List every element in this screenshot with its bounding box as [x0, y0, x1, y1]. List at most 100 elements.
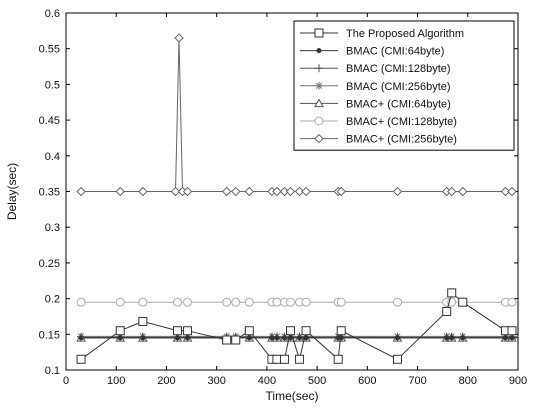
data-point [222, 335, 232, 345]
x-tick-label: 500 [308, 375, 326, 387]
data-point [281, 335, 287, 341]
data-point [502, 335, 508, 341]
legend-label: BMAC+ (CMI:256byte) [346, 134, 457, 146]
data-point [272, 297, 282, 307]
data-point [507, 326, 517, 336]
data-point [138, 297, 148, 307]
legend-marker [314, 28, 324, 38]
legend-marker [314, 133, 324, 144]
legend-item: BMAC+ (CMI:128byte) [300, 116, 457, 128]
data-point [115, 186, 125, 197]
data-point [172, 326, 182, 336]
series-layer [76, 33, 518, 364]
data-point [336, 326, 346, 336]
data-point [269, 335, 275, 341]
legend: The Proposed Algorithm BMAC (CMI:64byte) B… [293, 20, 515, 151]
data-point [115, 297, 125, 307]
legend-marker [314, 98, 324, 108]
legend-item: BMAC (CMI:256byte) [300, 81, 451, 93]
data-point [78, 335, 84, 341]
data-point [442, 306, 452, 316]
y-tick-label: 0.25 [39, 258, 60, 270]
data-point [117, 335, 123, 341]
data-point [285, 297, 295, 307]
data-point [183, 326, 193, 336]
legend-label: The Proposed Algorithm [346, 28, 464, 40]
data-point [222, 297, 232, 307]
legend-item: BMAC (CMI:64byte) [300, 46, 444, 58]
y-tick-label: 0.1 [45, 365, 60, 377]
data-point [244, 326, 254, 336]
data-point [172, 297, 182, 307]
y-axis-label: Delay(sec) [5, 163, 19, 220]
data-point [507, 186, 517, 197]
legend-item: The Proposed Algorithm [300, 28, 464, 40]
series-1 [78, 335, 518, 341]
data-point [500, 186, 511, 197]
legend-label: BMAC (CMI:128byte) [346, 63, 451, 75]
data-point [458, 297, 468, 307]
data-point [458, 186, 468, 197]
legend-label: BMAC+ (CMI:128byte) [346, 116, 457, 128]
data-point [244, 297, 254, 307]
data-point [231, 186, 241, 197]
data-point [272, 186, 282, 197]
data-point [115, 326, 125, 336]
x-tick-label: 200 [157, 375, 175, 387]
data-point [301, 186, 311, 197]
y-tick-label: 0.15 [39, 329, 60, 341]
x-tick-label: 900 [509, 375, 527, 387]
data-point [138, 316, 148, 326]
data-point [185, 335, 191, 341]
data-point [76, 354, 86, 364]
data-point [295, 354, 305, 364]
data-point [394, 335, 400, 341]
data-point [246, 335, 252, 341]
data-point [460, 335, 466, 341]
legend-marker [315, 64, 323, 73]
data-point [297, 335, 303, 341]
data-point [182, 186, 193, 197]
x-tick-label: 100 [107, 375, 125, 387]
data-point [140, 335, 146, 341]
axis-ticks: 0 100 200 300 400 500 600 700 800 900 0.1 0.15 0.2 0.… [39, 8, 528, 387]
data-point [174, 335, 180, 341]
y-tick-label: 0.3 [45, 222, 60, 234]
data-point [76, 186, 86, 197]
data-point [279, 354, 289, 364]
data-point [446, 186, 457, 197]
data-point [231, 335, 241, 345]
data-point [231, 297, 241, 307]
data-point [272, 354, 282, 364]
legend-marker [316, 48, 322, 54]
x-tick-label: 400 [258, 375, 276, 387]
x-tick-label: 0 [63, 375, 69, 387]
data-point [183, 297, 193, 307]
series-0 [76, 288, 517, 364]
legend-label: BMAC (CMI:256byte) [346, 81, 451, 93]
data-point [336, 186, 346, 197]
data-point [301, 326, 311, 336]
data-point [392, 354, 402, 364]
y-tick-label: 0.35 [39, 187, 60, 199]
data-point [222, 186, 232, 197]
y-tick-label: 0.2 [45, 294, 60, 306]
data-point [392, 186, 403, 197]
data-point [444, 335, 450, 341]
legend-marker [315, 81, 323, 90]
data-point [244, 186, 255, 197]
series-line [80, 292, 512, 362]
data-point [449, 335, 455, 341]
data-point [174, 33, 184, 43]
x-tick-label: 800 [459, 375, 477, 387]
legend-marker [314, 116, 324, 126]
data-point [301, 297, 311, 307]
data-point [336, 297, 346, 307]
data-point [274, 335, 280, 341]
y-tick-label: 0.45 [39, 115, 60, 127]
data-point [294, 186, 305, 197]
data-point [285, 186, 296, 197]
data-point [170, 186, 181, 197]
